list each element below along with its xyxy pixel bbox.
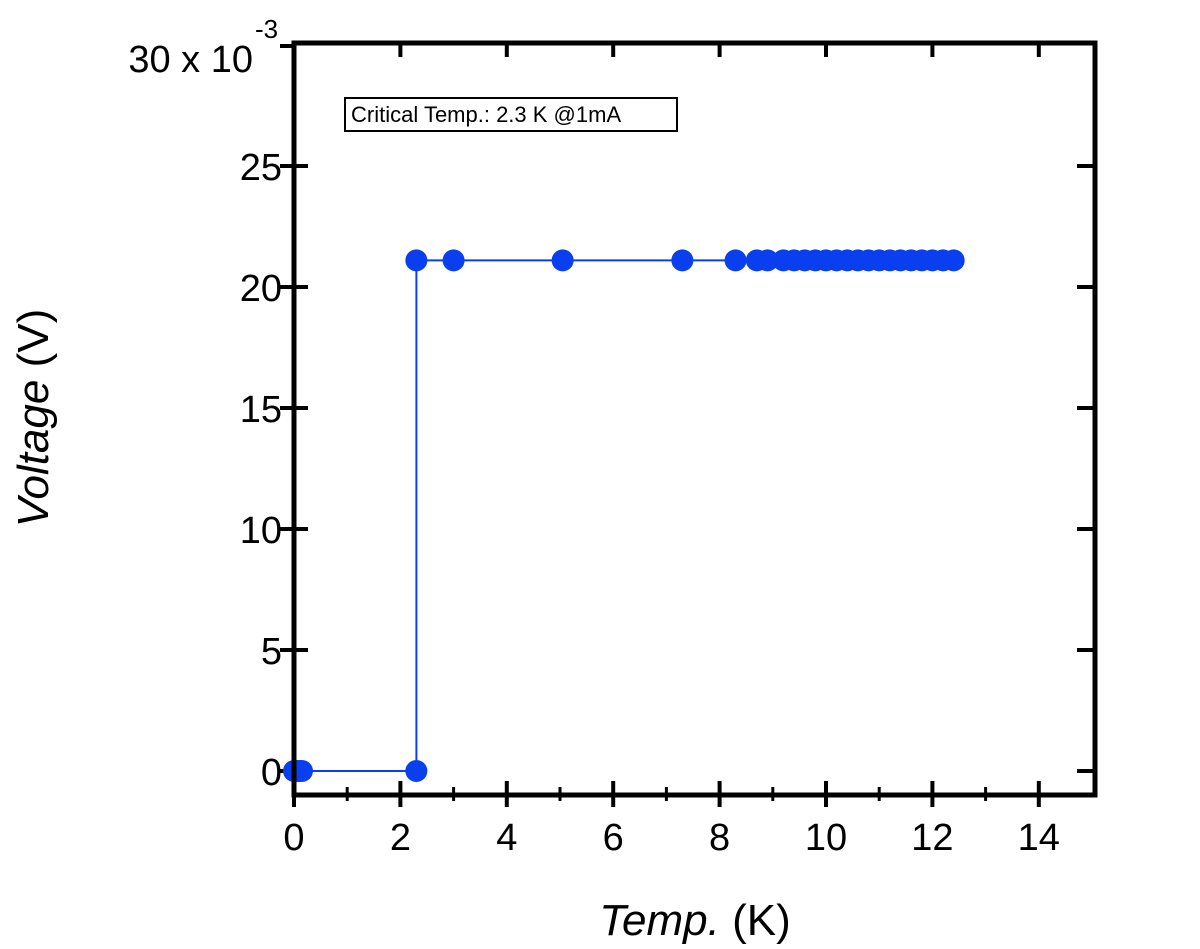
axis-ticks	[280, 43, 1095, 807]
x-tick-label: 14	[1018, 817, 1060, 859]
y-tick-label: 0	[261, 752, 282, 794]
y-tick-label: 25	[240, 147, 282, 189]
x-axis-label-name: Temp.	[599, 896, 720, 945]
y-exponent-label: -3	[255, 14, 278, 44]
data-point	[551, 249, 574, 272]
x-axis-label-unit: (K)	[720, 896, 791, 945]
x-tick-label: 2	[390, 817, 411, 859]
data-point	[671, 249, 694, 272]
data-point	[405, 760, 428, 782]
y-top-tick-label: 30 x 10	[128, 39, 253, 81]
y-axis-label-unit: (V)	[9, 309, 58, 380]
data-point	[405, 249, 428, 272]
y-tick-label: 15	[240, 389, 282, 431]
y-axis-label-name: Voltage	[9, 380, 58, 528]
series-line	[294, 259, 954, 772]
data-point	[442, 249, 465, 272]
annotation-text: Critical Temp.: 2.3 K @1mA	[351, 102, 621, 127]
x-tick-label: 6	[603, 817, 624, 859]
data-point	[756, 249, 779, 272]
x-tick-label: 8	[709, 817, 730, 859]
data-point	[942, 249, 965, 272]
x-tick-label: 0	[283, 817, 304, 859]
x-tick-label: 4	[496, 817, 517, 859]
x-tick-label: 12	[911, 817, 953, 859]
annotation-box: Critical Temp.: 2.3 K @1mA	[344, 97, 678, 132]
y-tick-label: 5	[261, 631, 282, 673]
y-tick-label: 10	[240, 510, 282, 552]
x-axis-label: Temp. (K)	[599, 896, 791, 945]
data-series	[283, 249, 965, 782]
x-tick-label: 10	[805, 817, 847, 859]
y-top-label: 30 x 10 -3	[128, 14, 278, 81]
y-tick-label: 20	[240, 268, 282, 310]
y-axis-label: Voltage (V)	[9, 309, 58, 528]
annotation-border	[344, 97, 678, 132]
tick-labels: 0 2 4 6 8 10 12 14 0 5 10 15 20 25	[240, 147, 1060, 859]
data-point	[724, 249, 747, 272]
plot-frame	[291, 40, 1098, 798]
